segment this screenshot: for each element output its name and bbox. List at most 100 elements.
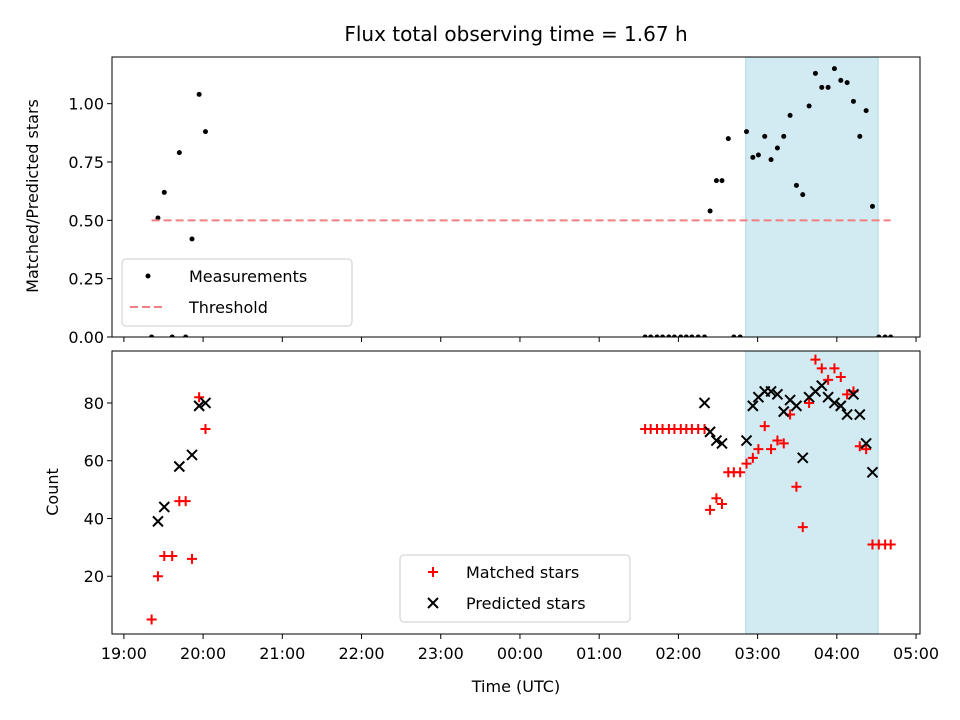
- top-y-tick-label: 0.75: [68, 153, 104, 172]
- measurement-point: [806, 103, 812, 109]
- bottom-legend: Matched stars Predicted stars: [399, 554, 631, 623]
- matched-star-point: [778, 438, 789, 449]
- bottom-x-tick-label: 02:00: [655, 644, 701, 663]
- matched-star-point: [885, 539, 896, 550]
- predicted-star-point: [765, 385, 777, 398]
- matched-star-point: [187, 553, 198, 564]
- measurement-point: [169, 334, 175, 337]
- matched-star-point: [804, 397, 815, 408]
- measurement-point: [774, 145, 780, 151]
- predicted-star-point: [854, 408, 866, 421]
- bottom-y-tick-label: 20: [84, 567, 104, 586]
- measurement-point: [888, 334, 894, 337]
- measurement-point: [695, 334, 701, 337]
- measurement-point: [737, 334, 743, 337]
- measurement-point: [183, 334, 189, 337]
- bottom-x-tick-label: 20:00: [180, 644, 226, 663]
- measurement-point: [768, 157, 774, 163]
- measurement-point: [660, 334, 666, 337]
- matched-star-point: [810, 354, 821, 365]
- predicted-star-point: [173, 460, 186, 473]
- predicted-star-point: [740, 434, 753, 447]
- bottom-x-tick-label: 05:00: [893, 644, 939, 663]
- matched-star-point: [772, 435, 783, 446]
- matched-star-point: [711, 493, 722, 504]
- matched-star-point: [741, 458, 752, 469]
- predicted-star-point: [199, 397, 212, 409]
- matched-star-point: [797, 522, 808, 533]
- bottom-legend-box: [399, 554, 631, 623]
- predicted-star-point: [747, 400, 759, 412]
- measurement-point: [844, 80, 850, 86]
- top-legend: Measurements Threshold: [121, 258, 353, 327]
- measurement-point: [196, 91, 202, 97]
- legend-matched-marker: [428, 567, 438, 577]
- measurement-point: [731, 334, 737, 337]
- matched-star-point: [200, 423, 211, 434]
- legend-label: Measurements: [189, 267, 307, 286]
- predicted-star-point: [847, 388, 860, 401]
- measurement-point: [876, 334, 882, 337]
- bottom-x-tick-label: 04:00: [814, 644, 860, 663]
- measurement-point: [882, 334, 888, 337]
- measurement-point: [850, 98, 856, 104]
- matched-star-point: [705, 504, 716, 515]
- measurement-point: [762, 133, 768, 139]
- top-plot-area: [149, 66, 894, 337]
- predicted-star-point: [193, 400, 205, 412]
- bottom-x-tick-label: 23:00: [418, 644, 464, 663]
- matched-star-point: [816, 363, 827, 374]
- measurement-point: [155, 215, 161, 221]
- measurement-point: [671, 334, 677, 337]
- measurement-point: [683, 334, 689, 337]
- legend-label: Matched stars: [466, 563, 579, 582]
- predicted-star-point: [698, 397, 711, 409]
- measurement-point: [666, 334, 672, 337]
- measurement-point: [654, 334, 660, 337]
- measurement-point: [755, 152, 761, 158]
- measurement-point: [149, 334, 155, 337]
- matched-star-point: [747, 452, 758, 463]
- matched-star-point: [753, 444, 764, 455]
- top-y-axis-label: Matched/Predicted stars: [23, 99, 42, 293]
- predicted-star-point: [841, 408, 853, 421]
- bottom-y-axis-label: Count: [43, 468, 62, 516]
- measurement-point: [161, 189, 167, 195]
- predicted-star-point: [778, 405, 790, 418]
- measurement-point: [857, 133, 863, 139]
- legend-label: Threshold: [188, 298, 268, 317]
- predicted-star-point: [835, 400, 847, 412]
- chart-title: Flux total observing time = 1.67 h: [344, 22, 687, 46]
- measurement-point: [800, 192, 806, 198]
- bottom-x-tick-label: 21:00: [259, 644, 305, 663]
- measurement-point: [702, 334, 708, 337]
- matched-star-point: [167, 551, 178, 562]
- matched-star-point: [152, 571, 163, 582]
- bottom-panel: 20 40 60 80 19:00 20:00 21:00 22:00 23:00 00:00 01…: [84, 350, 939, 663]
- predicted-star-point: [186, 449, 198, 461]
- measurement-point: [819, 84, 825, 90]
- measurement-point: [869, 203, 875, 209]
- bottom-axes-frame: [111, 350, 921, 635]
- predicted-star-point: [797, 452, 809, 464]
- predicted-star-point: [816, 379, 828, 392]
- top-y-tick-label: 0.50: [68, 211, 104, 230]
- measurement-point: [189, 236, 195, 242]
- bottom-y-tick-label: 40: [84, 509, 104, 528]
- top-y-tick-label: 0.00: [68, 328, 104, 347]
- bottom-x-tick-label: 01:00: [576, 644, 622, 663]
- predicted-star-point: [704, 426, 716, 438]
- matched-star-point: [842, 389, 853, 400]
- top-axes-frame: [111, 56, 921, 338]
- legend-predicted-marker: [427, 597, 439, 609]
- measurement-point: [831, 66, 837, 72]
- x-axis-label: Time (UTC): [471, 677, 560, 696]
- matched-star-point: [146, 614, 157, 625]
- predicted-star-point: [716, 437, 728, 450]
- predicted-star-point: [790, 400, 803, 412]
- measurement-point: [812, 70, 818, 76]
- matched-star-point: [829, 363, 840, 374]
- matched-star-point: [716, 499, 727, 510]
- matched-star-point: [759, 421, 770, 432]
